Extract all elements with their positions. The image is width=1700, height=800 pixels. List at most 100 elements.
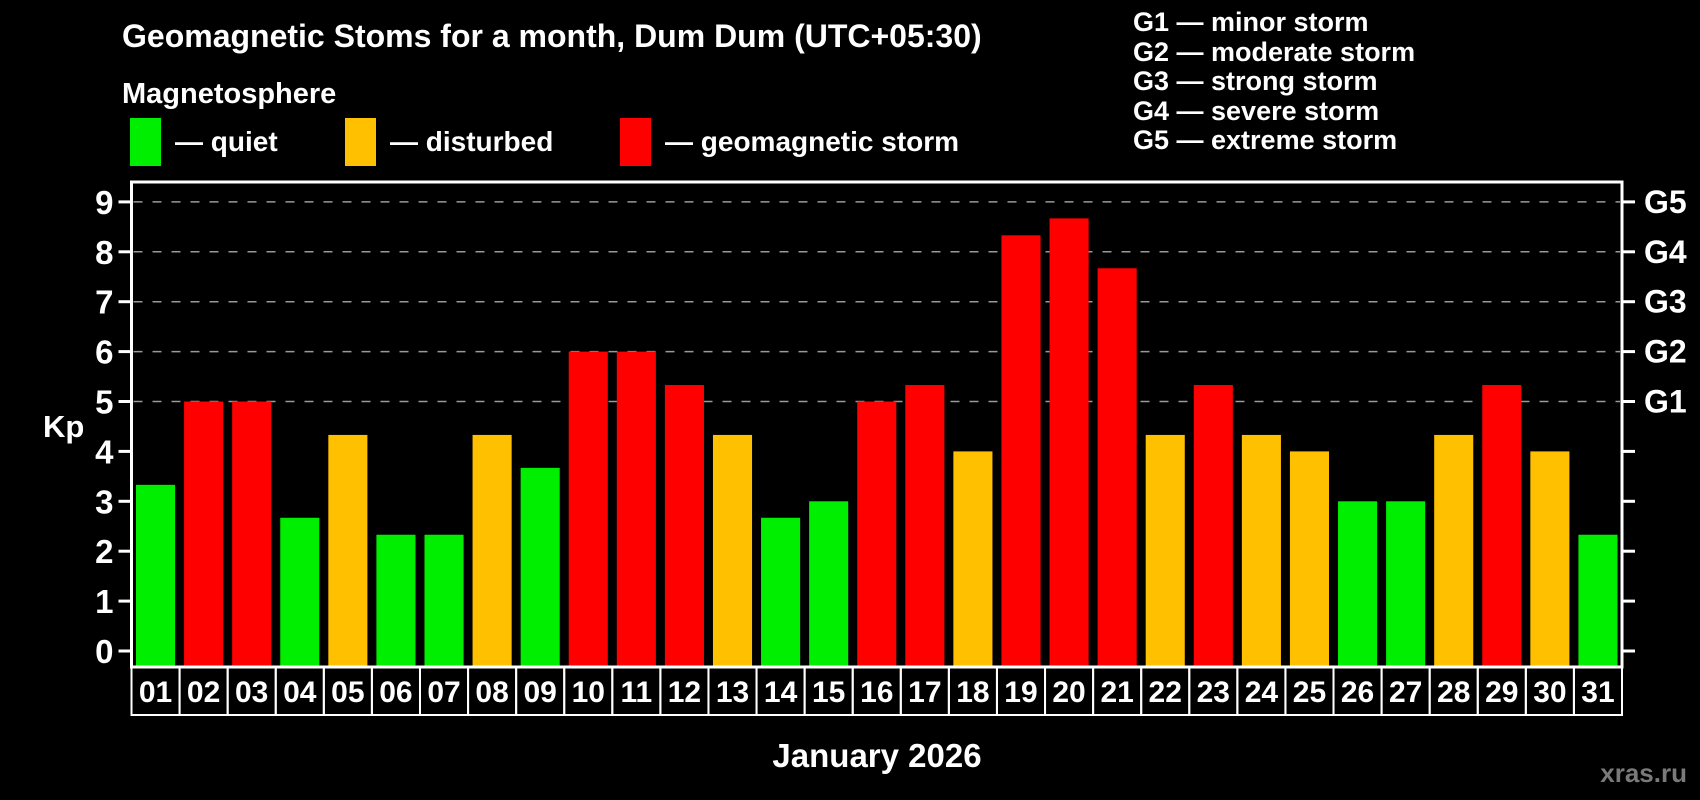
- day-label-29: 29: [1485, 676, 1518, 709]
- day-label-17: 17: [908, 676, 941, 709]
- day-label-16: 16: [860, 676, 893, 709]
- bar-day-28: [1434, 434, 1474, 667]
- legend-swatch-disturbed: [345, 118, 376, 166]
- legend-label-storm: — geomagnetic storm: [665, 126, 960, 157]
- y-tick-label-7: 7: [95, 284, 113, 321]
- bar-day-22: [1145, 434, 1185, 667]
- g-legend-line-g3: G3 — strong storm: [1133, 66, 1378, 96]
- bar-day-21: [1097, 268, 1137, 667]
- day-label-05: 05: [331, 676, 364, 709]
- day-label-21: 21: [1100, 676, 1133, 709]
- bar-day-06: [376, 534, 416, 667]
- legend-swatch-quiet: [130, 118, 161, 166]
- chart-subtitle: Magnetosphere: [122, 78, 337, 110]
- g-legend-line-g5: G5 — extreme storm: [1133, 125, 1398, 155]
- day-label-20: 20: [1052, 676, 1085, 709]
- bar-day-29: [1482, 385, 1522, 667]
- day-label-08: 08: [475, 676, 508, 709]
- day-label-28: 28: [1437, 676, 1470, 709]
- y-tick-label-3: 3: [95, 483, 113, 520]
- day-label-13: 13: [716, 676, 749, 709]
- day-label-box-31: [1572, 666, 1623, 716]
- day-label-15: 15: [812, 676, 845, 709]
- day-label-27: 27: [1389, 676, 1422, 709]
- day-label-31: 31: [1581, 676, 1614, 709]
- g-axis-label-g5: G5: [1644, 184, 1687, 220]
- g-legend-line-g4: G4 — severe storm: [1133, 95, 1380, 126]
- day-label-22: 22: [1149, 676, 1182, 709]
- g-axis-label-g3: G3: [1644, 284, 1687, 320]
- y-tick-label-6: 6: [95, 334, 113, 371]
- legend-label-disturbed: — disturbed: [390, 126, 554, 157]
- day-label-06: 06: [379, 676, 412, 709]
- day-label-01: 01: [139, 676, 172, 709]
- y-tick-label-0: 0: [95, 633, 113, 670]
- y-tick-label-4: 4: [95, 433, 114, 470]
- bar-day-08: [472, 434, 512, 667]
- day-label-26: 26: [1341, 676, 1374, 709]
- bar-day-14: [761, 517, 801, 667]
- bar-day-03: [232, 401, 272, 667]
- bar-day-19: [1001, 235, 1041, 667]
- y-tick-label-1: 1: [95, 583, 113, 620]
- day-label-09: 09: [523, 676, 556, 709]
- legend-item-disturbed: — disturbed: [345, 118, 553, 166]
- day-label-07: 07: [427, 676, 460, 709]
- y-tick-label-5: 5: [95, 384, 113, 421]
- g-legend-line-g2: G2 — moderate storm: [1133, 36, 1416, 67]
- y-axis-label: Kp: [43, 409, 85, 444]
- g-scale-legend: G1 — minor storm G2 — moderate storm G3 …: [1133, 7, 1416, 156]
- y-tick-label-8: 8: [95, 234, 113, 271]
- bar-day-23: [1193, 385, 1233, 667]
- day-label-02: 02: [187, 676, 220, 709]
- bar-day-25: [1289, 451, 1330, 667]
- day-label-18: 18: [956, 676, 989, 709]
- day-label-23: 23: [1197, 676, 1230, 709]
- watermark: xras.ru: [1600, 758, 1687, 788]
- bar-day-26: [1338, 501, 1378, 667]
- bar-day-09: [520, 467, 560, 667]
- bar-day-18: [953, 451, 993, 667]
- bar-day-17: [905, 385, 945, 667]
- bar-day-11: [616, 351, 656, 667]
- bar-day-13: [712, 434, 753, 667]
- y-tick-label-2: 2: [95, 533, 113, 570]
- bar-day-31: [1578, 534, 1618, 667]
- bar-day-05: [328, 434, 368, 667]
- day-label-24: 24: [1245, 676, 1279, 709]
- bar-day-07: [424, 534, 464, 667]
- g-axis-label-g2: G2: [1644, 334, 1687, 370]
- legend-item-storm: — geomagnetic storm: [620, 118, 959, 166]
- g-legend-line-g1: G1 — minor storm: [1133, 7, 1369, 37]
- legend-swatch-storm: [620, 118, 651, 166]
- bar-day-10: [568, 351, 608, 667]
- bar-day-15: [809, 501, 849, 667]
- day-label-04: 04: [283, 676, 317, 709]
- legend-label-quiet: — quiet: [175, 126, 278, 157]
- bar-day-16: [857, 401, 897, 667]
- bar-day-04: [280, 517, 320, 667]
- bar-day-02: [184, 401, 224, 667]
- chart-title: Geomagnetic Stoms for a month, Dum Dum (…: [122, 18, 982, 54]
- bar-day-20: [1049, 218, 1089, 667]
- day-label-25: 25: [1293, 676, 1326, 709]
- day-label-14: 14: [764, 676, 798, 709]
- day-label-30: 30: [1533, 676, 1566, 709]
- day-label-03: 03: [235, 676, 268, 709]
- bar-day-27: [1386, 501, 1426, 667]
- bar-day-01: [136, 484, 176, 667]
- bar-day-30: [1530, 451, 1570, 667]
- g-axis-label-g4: G4: [1644, 234, 1687, 270]
- g-axis-label-g1: G1: [1644, 384, 1687, 420]
- bar-day-24: [1241, 434, 1281, 667]
- legend-item-quiet: — quiet: [130, 118, 278, 166]
- day-label-19: 19: [1004, 676, 1037, 709]
- day-label-10: 10: [572, 676, 605, 709]
- x-axis-label: January 2026: [772, 737, 982, 774]
- y-tick-label-9: 9: [95, 184, 113, 221]
- bar-day-12: [664, 385, 704, 667]
- day-label-11: 11: [620, 676, 652, 709]
- day-label-12: 12: [668, 676, 701, 709]
